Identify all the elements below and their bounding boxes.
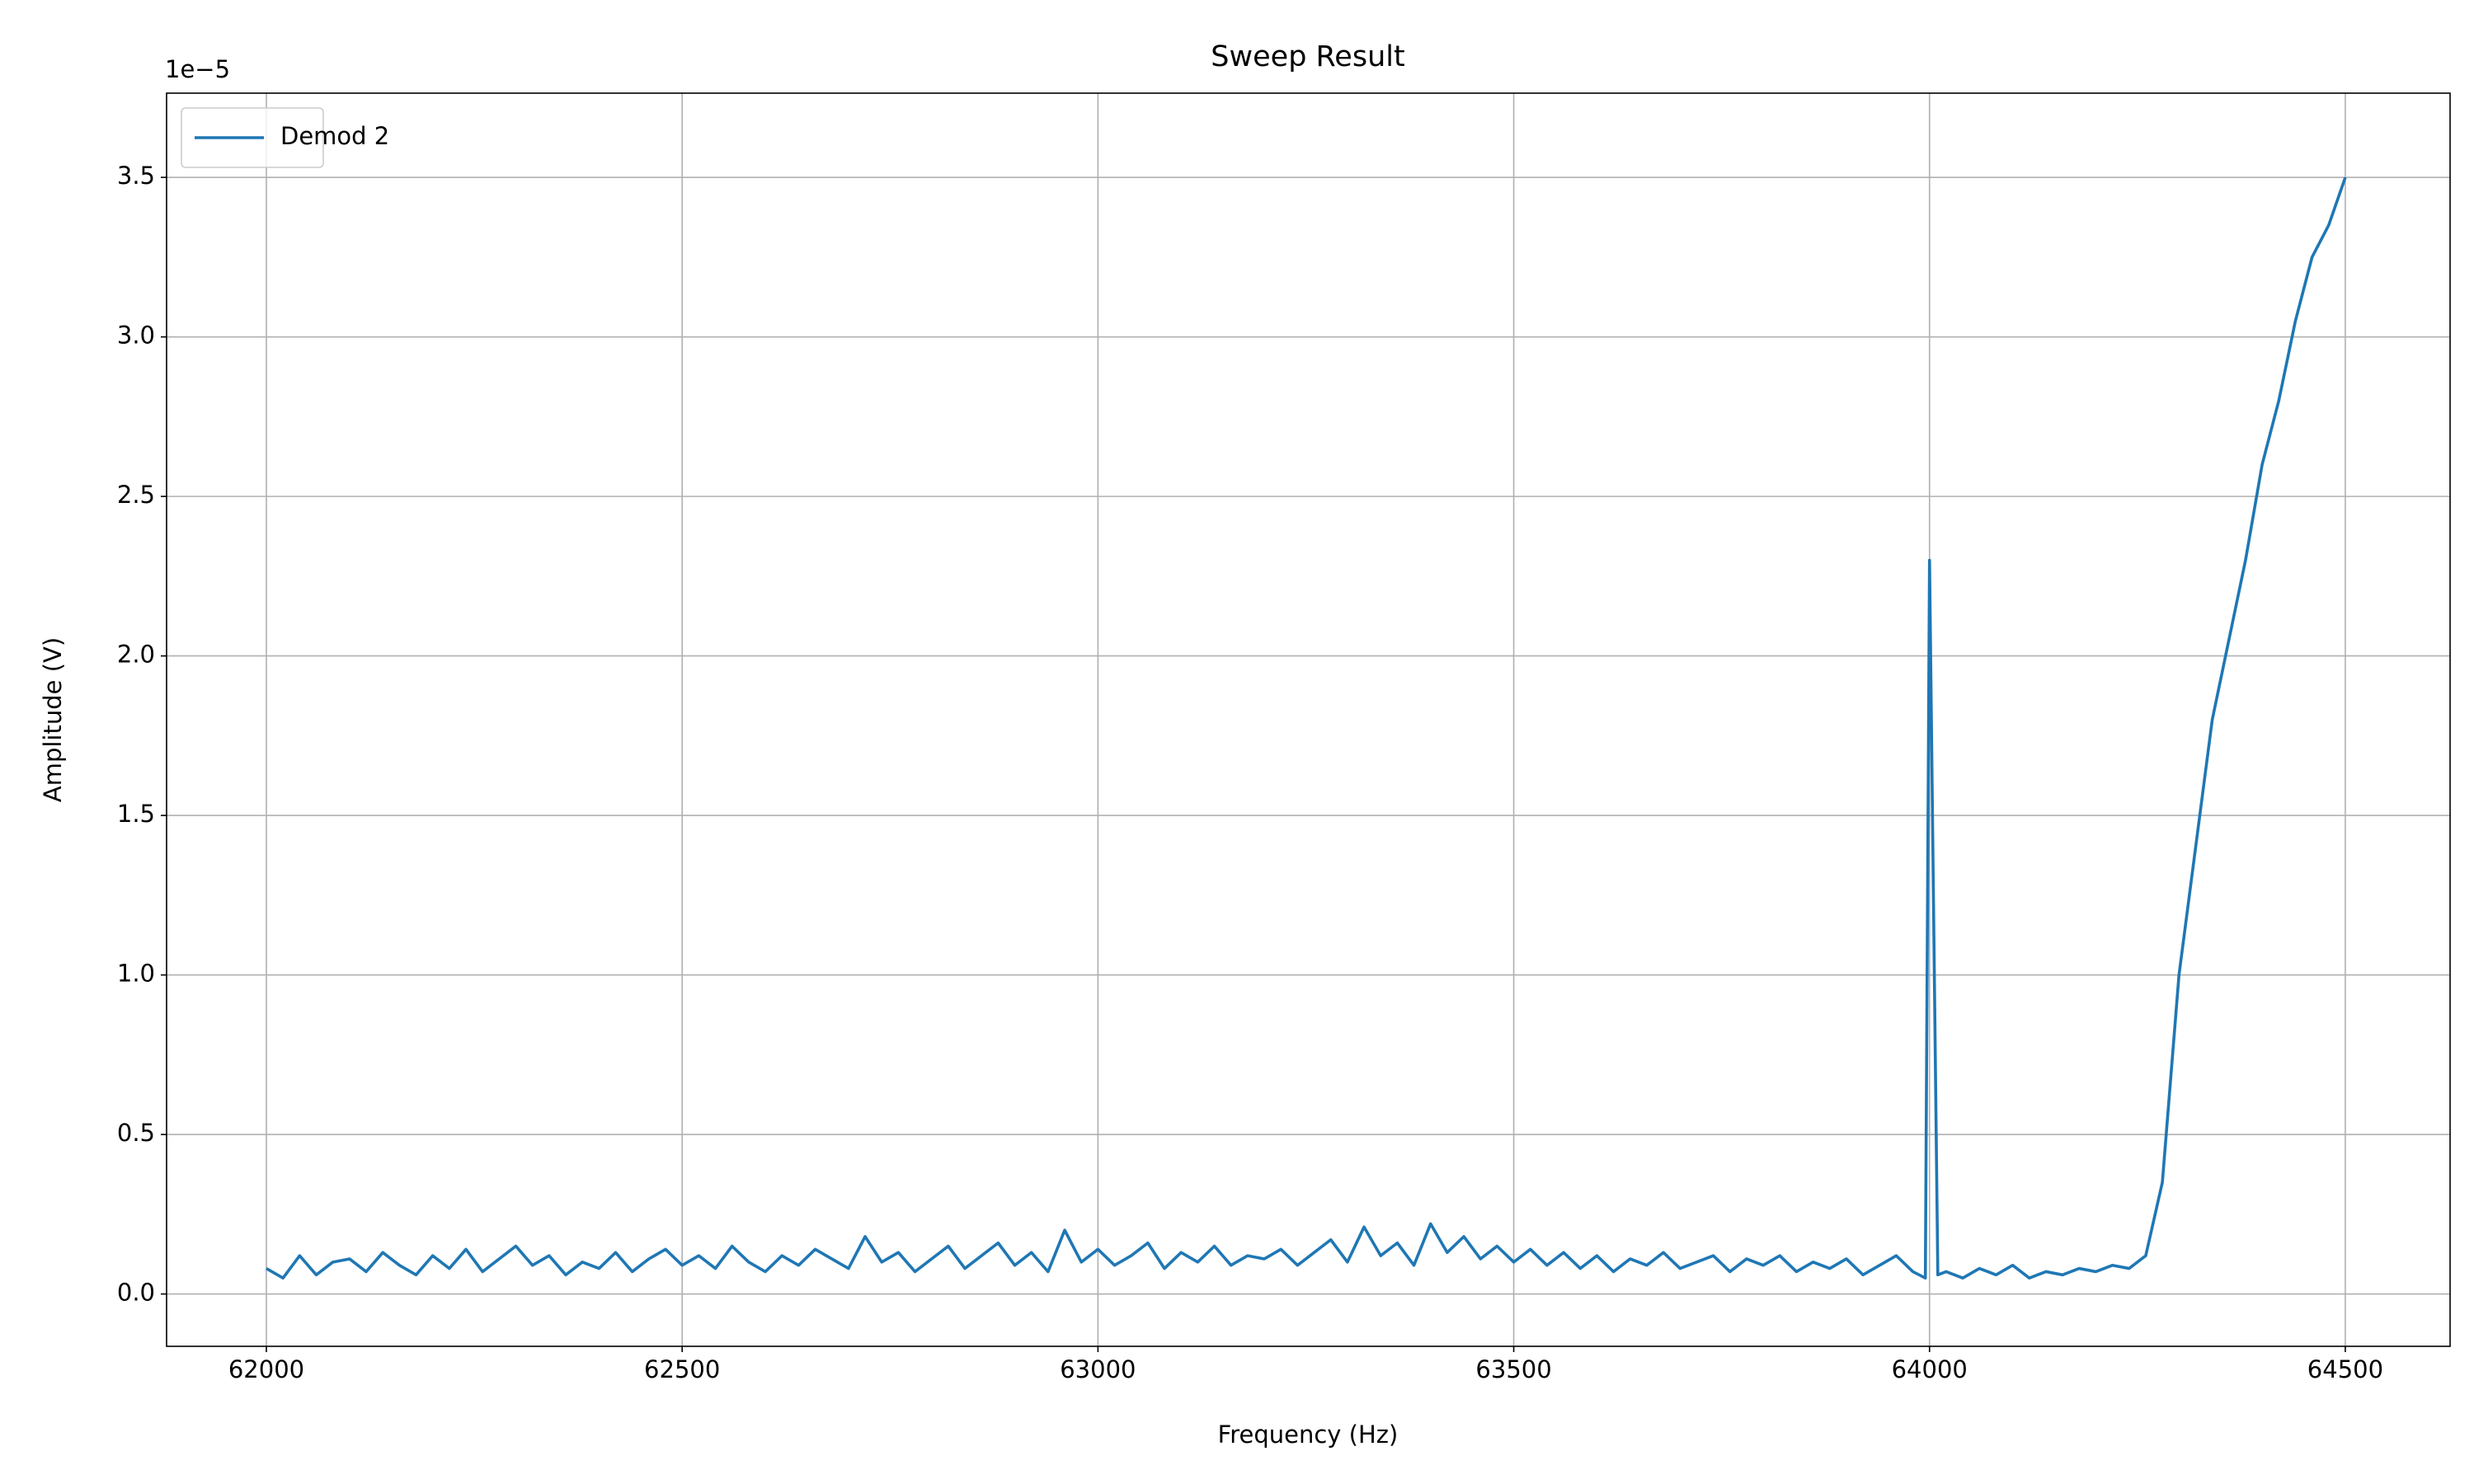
y-tick-label: 0.5: [117, 1119, 155, 1147]
legend-label: Demod 2: [280, 122, 389, 150]
y-tick-label: 0.0: [117, 1279, 155, 1307]
y-axis-label: Amplitude (V): [39, 637, 67, 802]
x-tick-label: 62500: [644, 1355, 720, 1383]
plot-frame: [166, 92, 2451, 1347]
data-line: [266, 176, 2347, 1280]
legend: Demod 2: [181, 107, 389, 168]
y-tick-label: 3.0: [117, 322, 155, 350]
y-tick-label: 3.5: [117, 162, 155, 190]
y-tick-label: 1.0: [117, 960, 155, 988]
x-tick-label: 64000: [1892, 1355, 1968, 1383]
x-tick-label: 64500: [2307, 1355, 2383, 1383]
y-tick-label: 1.5: [117, 800, 155, 828]
y-tick-label: 2.5: [117, 481, 155, 509]
x-tick-label: 63500: [1475, 1355, 1551, 1383]
x-axis-label: Frequency (Hz): [1218, 1421, 1399, 1449]
x-tick-label: 63000: [1060, 1355, 1136, 1383]
x-tick-label: 62000: [228, 1355, 304, 1383]
y-offset-label: 1e−5: [165, 55, 230, 83]
y-tick-label: 2.0: [117, 641, 155, 669]
chart-title: Sweep Result: [1211, 40, 1404, 73]
